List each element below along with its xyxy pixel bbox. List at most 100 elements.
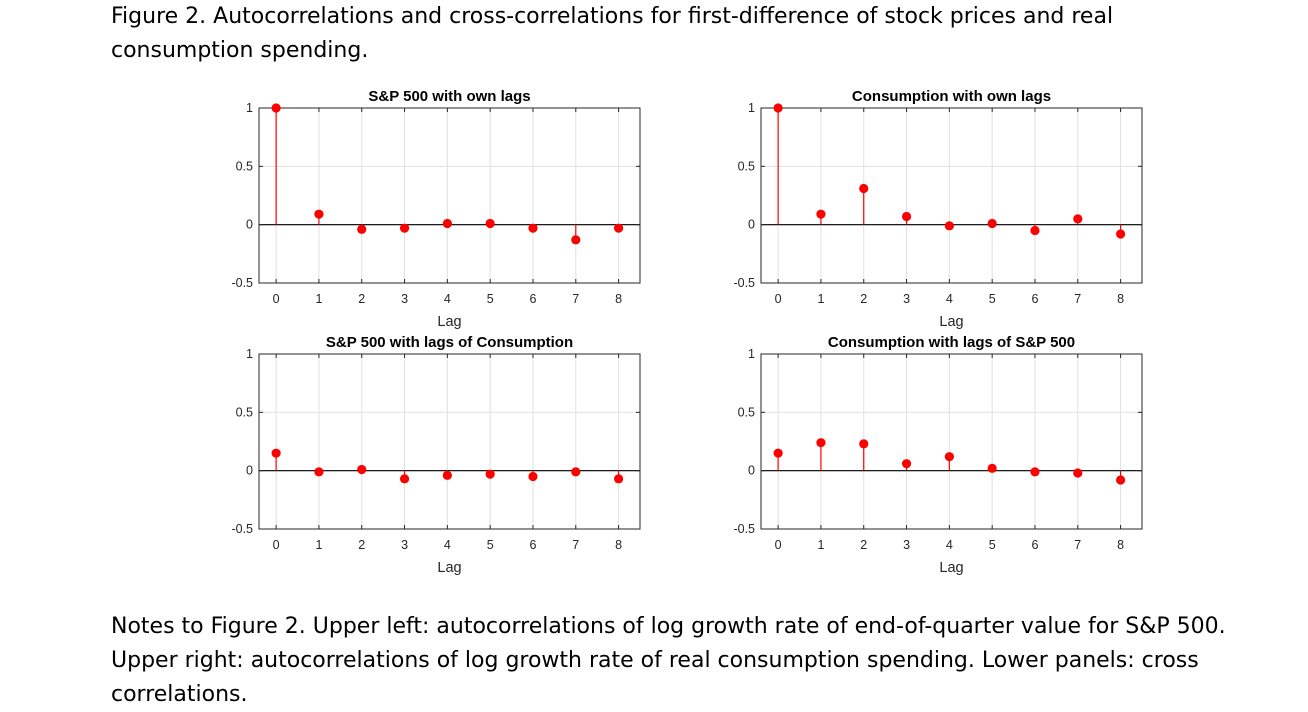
chart-grid: 0 1 2 3 4 5 6 7 8 1 0.5 0 -0.5 S&P 500 with own lags L… bbox=[231, 88, 1143, 576]
x-tick-label: 2 bbox=[860, 292, 867, 306]
stem-marker bbox=[1030, 225, 1040, 236]
x-tick-label: 5 bbox=[487, 538, 494, 552]
x-tick-label: 7 bbox=[572, 292, 579, 306]
x-tick-label: 8 bbox=[1117, 292, 1124, 306]
x-tick-label: 1 bbox=[817, 538, 824, 552]
x-tick-label: 1 bbox=[315, 292, 322, 306]
y-tick-label: -0.5 bbox=[231, 522, 253, 536]
x-tick-label: 0 bbox=[775, 292, 782, 306]
y-tick-label: 0.5 bbox=[738, 405, 755, 419]
stem-marker bbox=[987, 218, 997, 229]
stem-marker bbox=[357, 224, 367, 234]
figure-title: Figure 2. Autocorrelations and cross-cor… bbox=[111, 4, 1114, 63]
chart-title: S&P 500 with own lags bbox=[368, 88, 530, 105]
stem-marker bbox=[1073, 468, 1083, 478]
y-tick-label: 0 bbox=[246, 464, 253, 478]
chart-panel-3: 0 1 2 3 4 5 6 7 8 1 0.5 0 -0.5 S&P 500 with lags of C… bbox=[231, 334, 641, 576]
stem-marker bbox=[1073, 214, 1083, 224]
x-tick-label: 1 bbox=[315, 538, 322, 552]
y-tick-label: -0.5 bbox=[231, 276, 253, 290]
y-tick-label: 0 bbox=[246, 218, 253, 232]
x-tick-label: 2 bbox=[860, 538, 867, 552]
x-tick-label: 0 bbox=[273, 538, 280, 552]
x-tick-label: 5 bbox=[989, 538, 996, 552]
stem-marker bbox=[944, 221, 954, 231]
stem-marker bbox=[987, 463, 997, 473]
axes-frame bbox=[258, 353, 641, 530]
x-tick-label: 3 bbox=[903, 292, 910, 306]
x-tick-label: 4 bbox=[444, 538, 451, 552]
stem-marker bbox=[528, 471, 538, 482]
x-axis-label: Lag bbox=[437, 560, 461, 576]
x-tick-label: 8 bbox=[615, 292, 622, 306]
stem-marker bbox=[773, 103, 783, 113]
x-tick-label: 5 bbox=[487, 292, 494, 306]
stem-marker bbox=[271, 448, 281, 458]
stem-marker bbox=[816, 209, 826, 219]
stem-marker bbox=[773, 448, 783, 458]
stem-marker bbox=[1030, 467, 1040, 477]
stem-marker bbox=[485, 218, 495, 229]
plot-area bbox=[259, 108, 640, 283]
stem-marker bbox=[399, 223, 410, 233]
y-tick-label: 0.5 bbox=[236, 159, 253, 173]
stem-marker bbox=[613, 474, 624, 484]
x-tick-label: 5 bbox=[989, 292, 996, 306]
stem-marker bbox=[901, 459, 912, 469]
x-tick-label: 2 bbox=[358, 292, 365, 306]
y-tick-label: 1 bbox=[748, 347, 755, 361]
axes-frame bbox=[760, 107, 1143, 284]
x-tick-label: 0 bbox=[775, 538, 782, 552]
figure-notes: Notes to Figure 2. Upper left: autocorre… bbox=[111, 614, 1226, 707]
chart-panel-4: 0 1 2 3 4 5 6 7 8 1 0.5 0 -0.5 Consumption with lags … bbox=[733, 334, 1143, 576]
stem-marker bbox=[1115, 229, 1126, 239]
y-tick-label: 0 bbox=[748, 218, 755, 232]
chart-title: Consumption with own lags bbox=[852, 88, 1051, 105]
stem-marker bbox=[271, 103, 281, 113]
x-tick-label: 8 bbox=[1117, 538, 1124, 552]
y-tick-label: 1 bbox=[246, 101, 253, 115]
y-tick-label: -0.5 bbox=[733, 522, 755, 536]
chart-title: Consumption with lags of S&P 500 bbox=[828, 334, 1075, 351]
stem-marker bbox=[1115, 475, 1126, 485]
axes-frame bbox=[760, 353, 1143, 530]
stem-marker bbox=[399, 474, 410, 484]
stem-marker bbox=[357, 464, 367, 475]
plot-area bbox=[761, 108, 1142, 283]
x-axis-label: Lag bbox=[939, 560, 963, 576]
x-tick-label: 7 bbox=[1074, 538, 1081, 552]
x-tick-label: 0 bbox=[273, 292, 280, 306]
y-tick-label: 0.5 bbox=[738, 159, 755, 173]
y-tick-label: 1 bbox=[246, 347, 253, 361]
stem-marker bbox=[859, 183, 869, 194]
stem-marker bbox=[571, 235, 581, 245]
x-tick-label: 1 bbox=[817, 292, 824, 306]
stem-marker bbox=[442, 470, 452, 480]
x-tick-label: 6 bbox=[1032, 292, 1039, 306]
x-tick-label: 7 bbox=[572, 538, 579, 552]
chart-panel-2: 0 1 2 3 4 5 6 7 8 1 0.5 0 -0.5 Consumption with own l… bbox=[733, 88, 1143, 330]
stem-marker bbox=[859, 439, 869, 449]
x-tick-label: 3 bbox=[401, 292, 408, 306]
x-axis-label: Lag bbox=[939, 314, 963, 330]
x-tick-label: 4 bbox=[946, 292, 953, 306]
x-tick-label: 3 bbox=[903, 538, 910, 552]
chart-title: S&P 500 with lags of Consumption bbox=[326, 334, 573, 351]
stem-marker bbox=[571, 467, 581, 477]
x-tick-label: 4 bbox=[444, 292, 451, 306]
x-tick-label: 7 bbox=[1074, 292, 1081, 306]
y-tick-label: 0.5 bbox=[236, 405, 253, 419]
x-tick-label: 6 bbox=[530, 538, 537, 552]
stem-marker bbox=[485, 469, 495, 479]
stem-marker bbox=[901, 211, 912, 222]
x-tick-label: 6 bbox=[530, 292, 537, 306]
stem-marker bbox=[314, 467, 324, 477]
axes-frame bbox=[258, 107, 641, 284]
stem-marker bbox=[442, 218, 452, 229]
y-tick-label: 0 bbox=[748, 464, 755, 478]
x-tick-label: 4 bbox=[946, 538, 953, 552]
x-tick-label: 3 bbox=[401, 538, 408, 552]
y-tick-label: 1 bbox=[748, 101, 755, 115]
y-tick-label: -0.5 bbox=[733, 276, 755, 290]
x-tick-label: 2 bbox=[358, 538, 365, 552]
